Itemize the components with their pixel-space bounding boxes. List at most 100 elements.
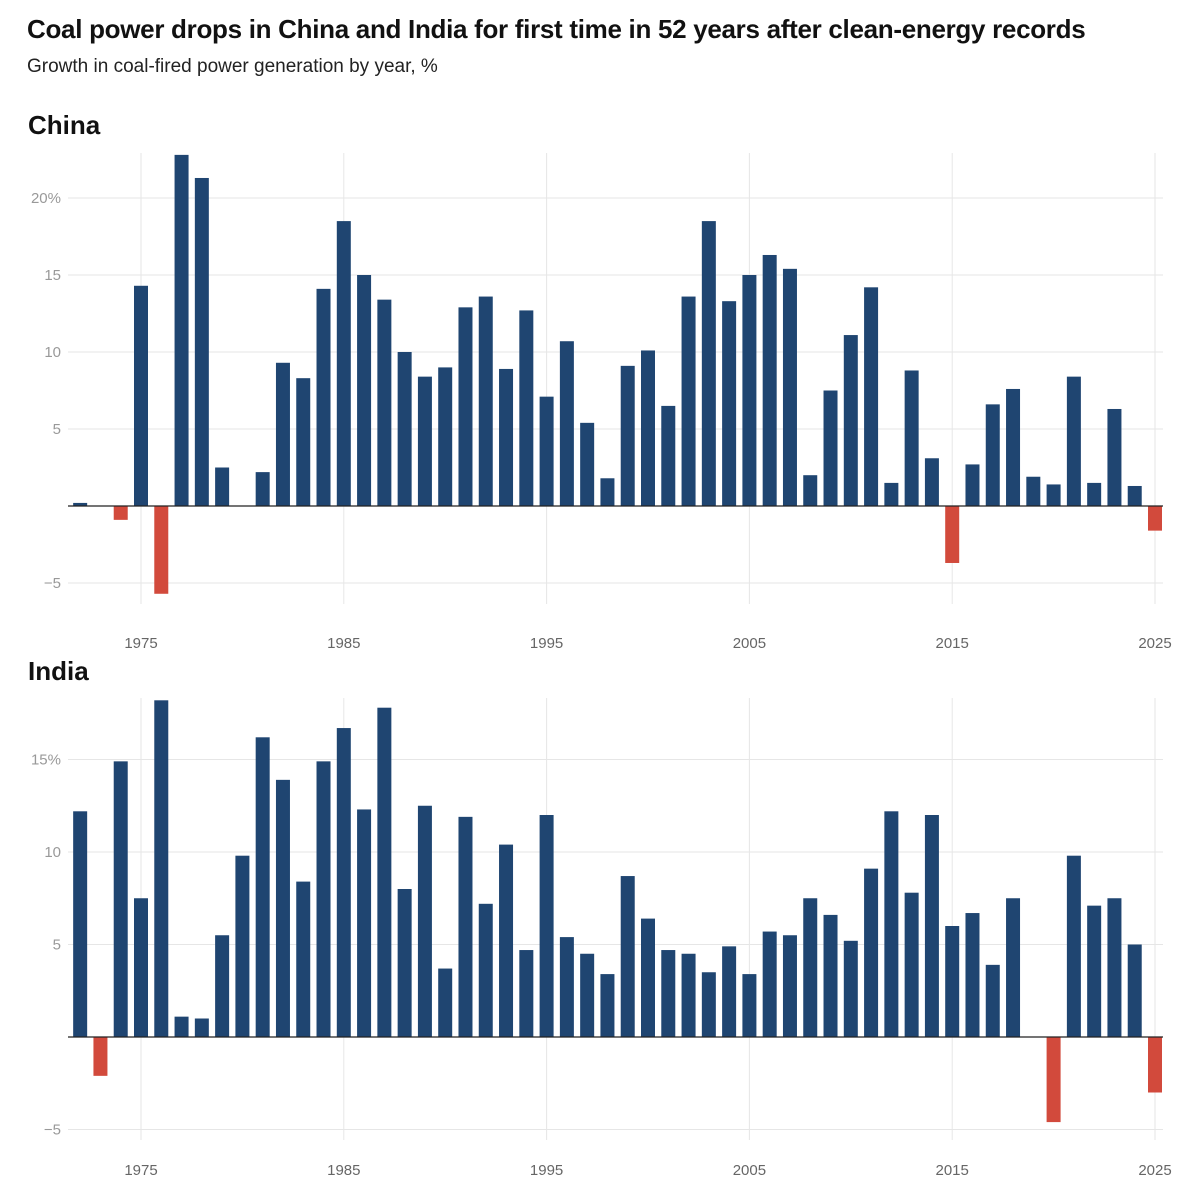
bar-india-2021 (1066, 855, 1081, 1037)
bar-india-1988 (397, 889, 412, 1037)
y-tick-label: 20% (31, 190, 61, 207)
bar-china-1998 (600, 478, 615, 506)
bar-china-2008 (803, 475, 818, 506)
bar-china-1985 (336, 221, 351, 506)
bar-china-1999 (620, 365, 635, 506)
bar-china-2003 (701, 221, 716, 506)
bar-china-2019 (1026, 476, 1041, 506)
bar-india-2009 (823, 914, 838, 1037)
bar-china-1994 (519, 310, 534, 506)
bar-china-1982 (275, 362, 290, 506)
bar-china-2016 (965, 464, 980, 506)
bar-china-2014 (924, 458, 939, 506)
bar-india-1978 (194, 1018, 209, 1037)
y-tick-label: 15 (44, 267, 61, 284)
bar-india-1986 (357, 809, 372, 1037)
bar-china-1986 (357, 275, 372, 506)
y-tick-label: 10 (44, 344, 61, 361)
bar-india-1982 (275, 779, 290, 1037)
bar-china-2010 (843, 335, 858, 506)
bar-china-2007 (782, 268, 797, 506)
bar-china-1972 (73, 502, 88, 506)
bar-china-2025 (1148, 506, 1162, 531)
bar-india-2007 (782, 935, 797, 1037)
bar-india-2000 (641, 918, 655, 1037)
bar-india-2001 (661, 950, 676, 1037)
bar-china-1997 (580, 422, 595, 506)
x-tick-label: 2015 (936, 1162, 969, 1179)
bar-india-1977 (174, 1016, 189, 1037)
x-tick-label: 1975 (124, 635, 157, 652)
bar-india-1983 (296, 881, 311, 1037)
x-tick-label: 2025 (1138, 635, 1171, 652)
panel-title-india: India (28, 656, 89, 686)
bar-india-2024 (1127, 944, 1142, 1037)
bar-india-1974 (113, 761, 128, 1037)
bar-china-1992 (478, 296, 493, 506)
bar-india-1975 (134, 898, 148, 1037)
bar-china-1987 (377, 299, 392, 506)
bar-india-2012 (884, 811, 899, 1037)
bar-india-1999 (620, 876, 635, 1037)
bar-india-2017 (985, 964, 1000, 1037)
bar-india-1996 (559, 937, 574, 1037)
bar-india-2011 (864, 868, 879, 1037)
bar-china-2021 (1066, 376, 1081, 506)
y-tick-label: −5 (44, 575, 61, 592)
bar-china-2005 (742, 275, 757, 506)
bar-china-1975 (134, 285, 148, 506)
bar-china-1978 (194, 177, 209, 507)
bar-china-2000 (641, 350, 655, 506)
bar-china-1991 (458, 307, 473, 506)
bar-china-2013 (904, 370, 919, 506)
bar-india-2018 (1006, 898, 1021, 1037)
panel-title-china: China (28, 110, 101, 140)
bar-india-1995 (539, 815, 554, 1037)
bar-india-2005 (742, 974, 757, 1037)
bar-china-2006 (762, 254, 777, 506)
bar-china-1993 (499, 368, 514, 506)
bar-china-2022 (1087, 482, 1102, 506)
bar-india-1976 (154, 700, 169, 1037)
bar-india-1981 (255, 737, 270, 1037)
bar-india-2016 (965, 913, 980, 1037)
x-tick-label: 2025 (1138, 1162, 1171, 1179)
bar-india-1980 (235, 855, 250, 1037)
y-tick-label: 10 (44, 844, 61, 861)
bar-china-1990 (438, 367, 453, 506)
bar-india-1990 (438, 968, 453, 1037)
bar-china-2004 (722, 301, 737, 506)
bar-india-1984 (316, 761, 331, 1037)
bar-india-2025 (1148, 1037, 1162, 1093)
bar-china-2002 (681, 296, 696, 506)
bar-india-2003 (701, 972, 716, 1037)
bar-china-1981 (255, 472, 270, 506)
x-tick-label: 1985 (327, 635, 360, 652)
bar-india-1993 (499, 844, 514, 1037)
bar-china-2011 (864, 287, 879, 506)
bar-india-1989 (417, 805, 432, 1037)
bar-india-1998 (600, 974, 615, 1037)
bar-china-1977 (174, 154, 189, 506)
bar-india-2014 (924, 815, 939, 1037)
bar-china-1995 (539, 396, 554, 506)
bar-india-2002 (681, 953, 696, 1037)
bar-china-2023 (1107, 408, 1122, 506)
bar-india-2022 (1087, 905, 1102, 1037)
x-tick-label: 1975 (124, 1162, 157, 1179)
bar-india-1972 (73, 811, 88, 1037)
y-tick-label: −5 (44, 1122, 61, 1139)
bar-india-2013 (904, 892, 919, 1037)
bar-india-1992 (478, 903, 493, 1037)
bar-china-1979 (215, 467, 230, 506)
bar-india-2020 (1046, 1037, 1061, 1123)
bar-china-1996 (559, 341, 574, 506)
bar-china-2018 (1006, 388, 1021, 506)
x-tick-label: 2005 (733, 1162, 766, 1179)
bar-india-1994 (519, 950, 534, 1037)
bar-china-2015 (945, 506, 960, 563)
bar-india-2006 (762, 931, 777, 1037)
bar-india-1973 (93, 1037, 108, 1076)
bar-india-1991 (458, 816, 473, 1037)
